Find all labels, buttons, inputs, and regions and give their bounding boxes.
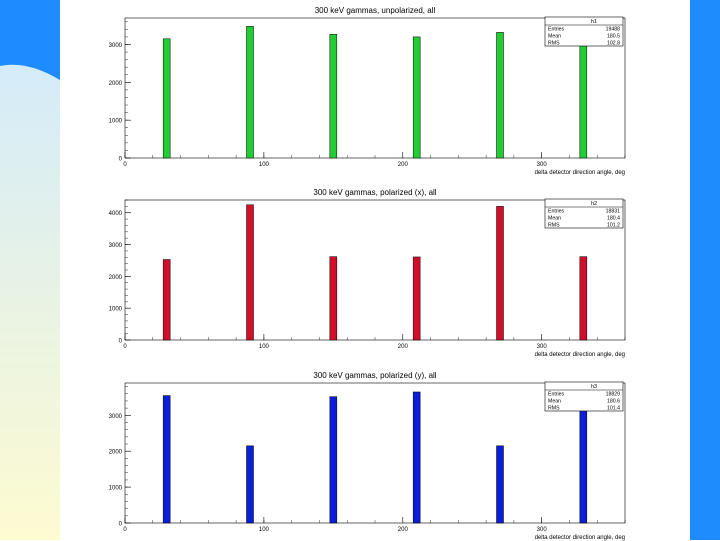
stats-box: h1 Entries 19488 Mean 180.5 RMS 102.8 bbox=[544, 16, 624, 47]
chart-title: 300 keV gammas, polarized (y), all bbox=[313, 371, 436, 380]
x-tick-label: 200 bbox=[398, 344, 409, 350]
stats-value: 101.4 bbox=[607, 406, 620, 412]
x-tick-label: 0 bbox=[123, 162, 127, 168]
bar-1 bbox=[162, 259, 171, 341]
stats-label: Entries bbox=[548, 392, 565, 398]
chart-title: 300 keV gammas, polarized (x), all bbox=[313, 188, 436, 197]
stats-label: Mean bbox=[548, 399, 561, 405]
x-axis-label: delta detector direction angle, deg bbox=[535, 535, 625, 541]
x-tick-label: 100 bbox=[259, 162, 270, 168]
stats-label: RMS bbox=[548, 41, 560, 47]
stats-value: 102.8 bbox=[607, 41, 620, 47]
left-decoration bbox=[0, 0, 60, 540]
blue-wave-shape bbox=[0, 0, 60, 80]
x-axis-label: delta detector direction angle, deg bbox=[535, 170, 625, 176]
bar-5 bbox=[496, 32, 504, 159]
stats-label: RMS bbox=[548, 223, 560, 229]
stats-name: h2 bbox=[591, 201, 597, 207]
bar-3 bbox=[329, 396, 338, 524]
stats-box: h3 Entries 18829 Mean 180.6 RMS 101.4 bbox=[544, 381, 624, 412]
x-tick-label: 300 bbox=[537, 527, 548, 533]
x-tick-label: 0 bbox=[123, 344, 127, 350]
stats-label: Mean bbox=[548, 216, 561, 222]
stats-label: RMS bbox=[548, 406, 560, 412]
histogram-2: 300 keV gammas, polarized (x), all010002… bbox=[109, 188, 626, 358]
y-tick-label: 1000 bbox=[109, 119, 123, 125]
x-axis-label: delta detector direction angle, deg bbox=[535, 352, 625, 358]
y-tick-label: 2000 bbox=[109, 81, 123, 87]
bar-3 bbox=[329, 34, 338, 159]
chart-title: 300 keV gammas, unpolarized, all bbox=[315, 6, 436, 15]
stats-value: 101.2 bbox=[607, 223, 620, 229]
stats-box-frame bbox=[544, 198, 624, 229]
bar-1 bbox=[162, 395, 171, 524]
stats-value: 180.6 bbox=[607, 399, 620, 405]
stats-value: 18831 bbox=[606, 209, 621, 215]
bar-6 bbox=[579, 37, 588, 159]
stats-value: 19488 bbox=[606, 27, 621, 33]
bar-4 bbox=[412, 36, 421, 159]
y-tick-label: 1000 bbox=[109, 486, 123, 492]
stats-value: 180.5 bbox=[607, 34, 620, 40]
stats-name: h1 bbox=[591, 19, 597, 25]
stats-value: 18829 bbox=[606, 392, 621, 398]
y-tick-label: 3000 bbox=[109, 243, 123, 249]
y-tick-label: 3000 bbox=[109, 43, 123, 49]
stats-box: h2 Entries 18831 Mean 180.4 RMS 101.2 bbox=[544, 198, 624, 229]
y-tick-label: 4000 bbox=[109, 211, 123, 217]
histogram-panels: 300 keV gammas, unpolarized, all 0 1000 200… bbox=[60, 0, 690, 541]
bar-6 bbox=[579, 256, 588, 341]
stats-box-frame bbox=[544, 16, 624, 47]
histogram-3: 300 keV gammas, polarized (y), all010002… bbox=[109, 371, 626, 541]
y-tick-label: 0 bbox=[119, 339, 123, 345]
x-tick-label: 100 bbox=[259, 344, 270, 350]
x-tick-label: 0 bbox=[123, 527, 127, 533]
bar-2 bbox=[246, 445, 254, 524]
stats-name: h3 bbox=[591, 384, 597, 390]
bar-6 bbox=[579, 404, 588, 524]
y-tick-label: 0 bbox=[119, 157, 123, 163]
y-tick-label: 1000 bbox=[109, 307, 123, 313]
stats-label: Mean bbox=[548, 34, 561, 40]
bar-5 bbox=[496, 206, 504, 341]
stats-box-frame bbox=[544, 381, 624, 412]
stats-label: Entries bbox=[548, 27, 565, 33]
bar-1 bbox=[162, 38, 171, 159]
histogram-1: 300 keV gammas, unpolarized, all01000200… bbox=[109, 6, 626, 176]
y-tick-label: 2000 bbox=[109, 450, 123, 456]
bar-2 bbox=[246, 204, 254, 341]
x-tick-label: 200 bbox=[398, 527, 409, 533]
x-tick-label: 300 bbox=[537, 344, 548, 350]
bar-4 bbox=[412, 391, 421, 524]
bar-3 bbox=[329, 256, 338, 341]
y-tick-label: 0 bbox=[119, 522, 123, 528]
y-tick-label: 2000 bbox=[109, 275, 123, 281]
bar-5 bbox=[496, 445, 504, 524]
stats-value: 180.4 bbox=[607, 216, 620, 222]
bar-4 bbox=[412, 256, 421, 341]
stats-label: Entries bbox=[548, 209, 565, 215]
x-tick-label: 300 bbox=[537, 162, 548, 168]
x-tick-label: 200 bbox=[398, 162, 409, 168]
gradient-panel bbox=[0, 0, 60, 540]
x-tick-label: 100 bbox=[259, 527, 270, 533]
bar-2 bbox=[246, 26, 254, 159]
y-tick-label: 3000 bbox=[109, 414, 123, 420]
right-blue-bar bbox=[690, 0, 720, 540]
